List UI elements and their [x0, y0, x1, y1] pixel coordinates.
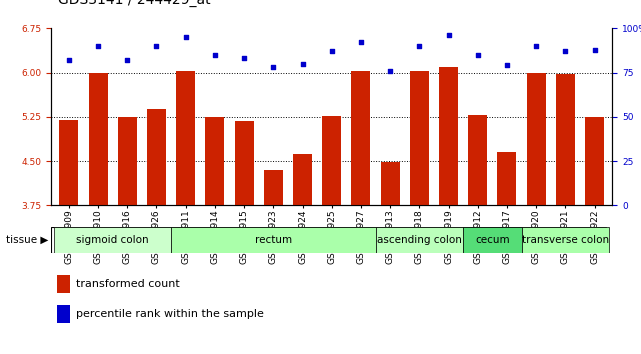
Bar: [54, 227, 171, 253]
Text: percentile rank within the sample: percentile rank within the sample: [76, 309, 264, 319]
Bar: [205, 117, 224, 205]
Bar: [57, 275, 71, 293]
Text: cecum: cecum: [475, 235, 510, 245]
Text: transverse colon: transverse colon: [522, 235, 609, 245]
Bar: [293, 154, 312, 205]
Bar: [118, 117, 137, 205]
Point: [63, 57, 74, 63]
Bar: [463, 227, 522, 253]
Bar: [264, 170, 283, 205]
Point: [268, 64, 278, 70]
Point: [590, 47, 600, 52]
Bar: [522, 227, 609, 253]
Bar: [410, 72, 429, 205]
Point: [93, 43, 103, 49]
Bar: [439, 67, 458, 205]
Point: [122, 57, 132, 63]
Bar: [556, 74, 575, 205]
Text: transformed count: transformed count: [76, 279, 179, 289]
Point: [385, 68, 395, 74]
Bar: [88, 73, 108, 205]
Point: [444, 33, 454, 38]
Text: rectum: rectum: [254, 235, 292, 245]
Bar: [585, 117, 604, 205]
Point: [151, 43, 162, 49]
Bar: [497, 152, 517, 205]
Point: [531, 43, 542, 49]
Bar: [351, 71, 370, 205]
Point: [560, 48, 570, 54]
Bar: [527, 73, 545, 205]
Bar: [376, 227, 463, 253]
Bar: [322, 116, 341, 205]
Text: sigmoid colon: sigmoid colon: [76, 235, 149, 245]
Text: GDS3141 / 244429_at: GDS3141 / 244429_at: [58, 0, 210, 7]
Bar: [469, 115, 487, 205]
Point: [210, 52, 220, 58]
Point: [181, 34, 191, 40]
Bar: [381, 162, 399, 205]
Point: [356, 40, 366, 45]
Bar: [235, 121, 254, 205]
Bar: [57, 306, 71, 323]
Bar: [171, 227, 376, 253]
Point: [239, 56, 249, 61]
Bar: [176, 71, 195, 205]
Text: tissue ▶: tissue ▶: [6, 235, 48, 245]
Bar: [147, 109, 166, 205]
Point: [297, 61, 308, 67]
Point: [502, 63, 512, 68]
Point: [472, 52, 483, 58]
Point: [326, 48, 337, 54]
Text: ascending colon: ascending colon: [377, 235, 462, 245]
Bar: [60, 120, 78, 205]
Point: [414, 43, 424, 49]
